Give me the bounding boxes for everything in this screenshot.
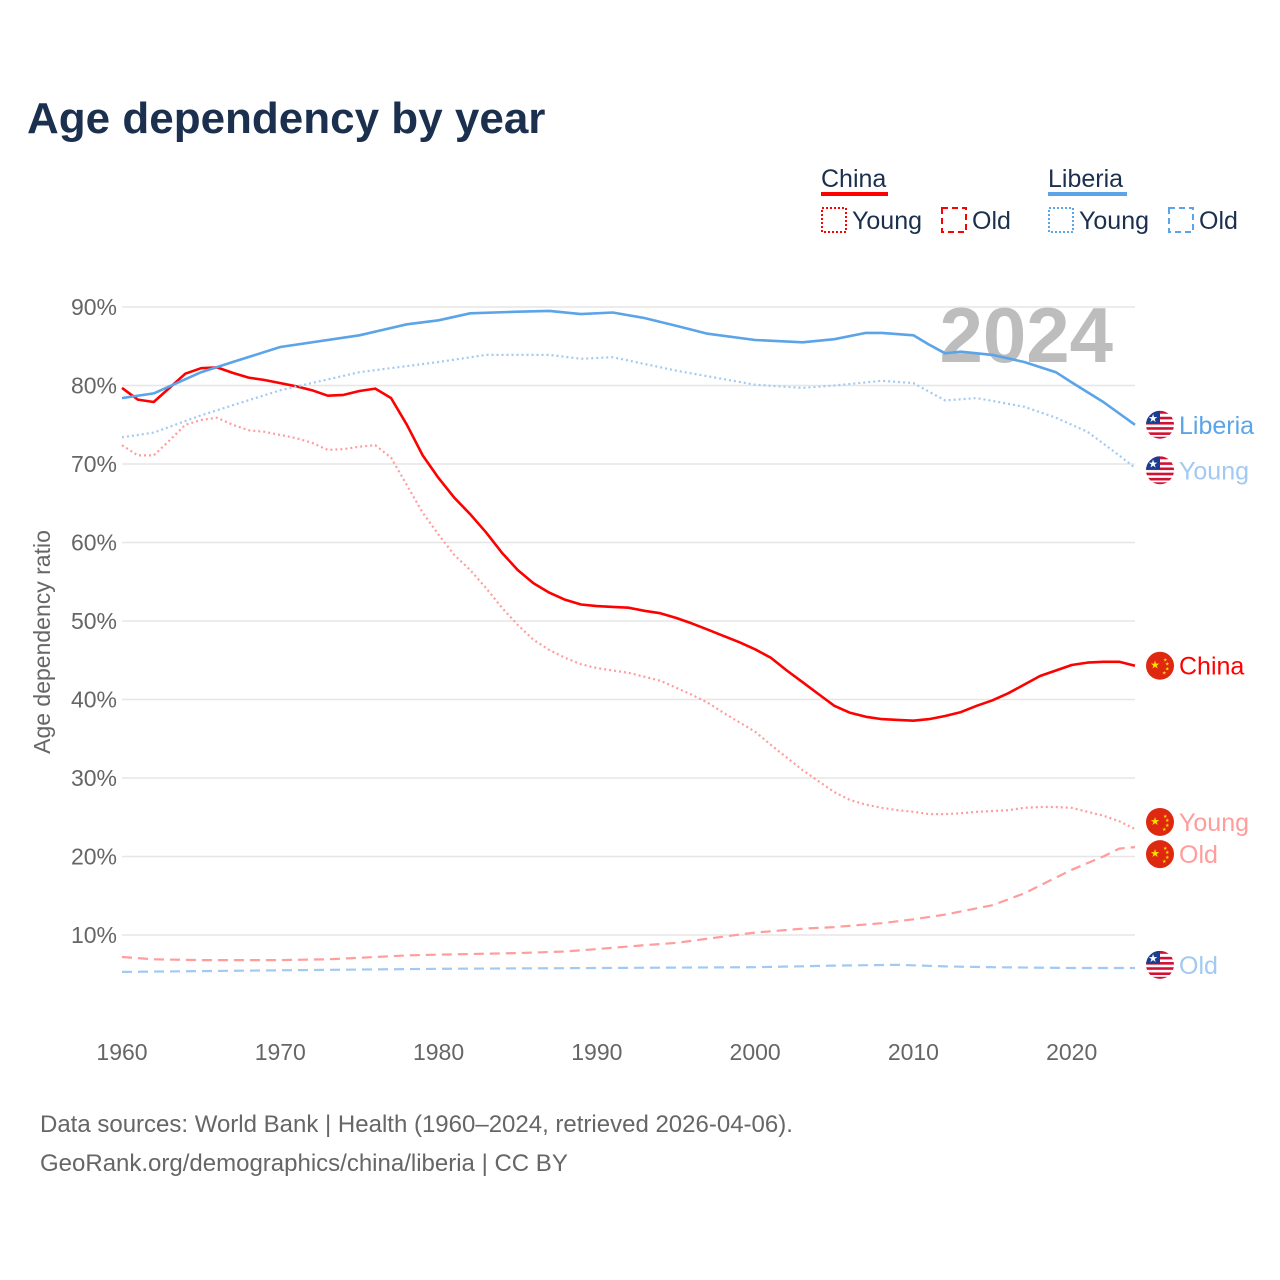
y-tick-label: 60% (71, 530, 117, 556)
china-flag-icon (1146, 840, 1174, 869)
y-tick-label: 50% (71, 608, 117, 634)
y-tick-label: 90% (71, 294, 117, 320)
y-tick-label: 30% (71, 765, 117, 791)
legend-dotted-swatch (1048, 207, 1074, 233)
end-label: Young (1179, 457, 1249, 485)
legend-china-swatch (821, 192, 888, 196)
x-tick-label: 1960 (96, 1039, 147, 1065)
end-label: Young (1179, 809, 1249, 837)
chart-title: Age dependency by year (27, 94, 545, 143)
series-line-china-old[interactable] (121, 846, 1136, 962)
series-line-liberia-old[interactable] (121, 963, 1135, 973)
legend-dashed-swatch (941, 207, 967, 233)
legend-liberia-young[interactable]: Young (1079, 207, 1149, 235)
legend-dotted-swatch (821, 207, 847, 233)
china-flag-icon (1146, 651, 1174, 680)
series-line-liberia[interactable] (121, 309, 1136, 426)
legend-liberia-swatch (1048, 192, 1127, 196)
legend-china-young[interactable]: Young (852, 207, 922, 235)
y-tick-label: 40% (71, 687, 117, 713)
liberia-flag-icon (1146, 456, 1174, 485)
end-labels: Liberia Young China Young Old Old (1146, 411, 1254, 980)
legend-china-old[interactable]: Old (972, 207, 1011, 235)
x-tick-label: 2010 (888, 1039, 939, 1065)
liberia-flag-icon (1146, 951, 1174, 980)
x-tick-label: 1990 (571, 1039, 622, 1065)
end-label: China (1179, 653, 1244, 681)
source-line-2[interactable]: GeoRank.org/demographics/china/liberia |… (40, 1150, 568, 1177)
legend-dashed-swatch (1168, 207, 1194, 233)
series-line-liberia-young[interactable] (121, 353, 1136, 469)
x-tick-label: 2020 (1046, 1039, 1097, 1065)
china-flag-icon (1146, 807, 1174, 836)
series-lines (121, 309, 1136, 973)
y-axis-label: Age dependency ratio (29, 530, 55, 754)
legend-china[interactable]: China (821, 165, 886, 193)
x-tick-label: 1970 (255, 1039, 306, 1065)
end-label: Old (1179, 841, 1218, 869)
x-axis-ticks: 1960 1970 1980 1990 2000 2010 2020 (96, 1039, 1097, 1065)
source-line-1: Data sources: World Bank | Health (1960–… (40, 1111, 793, 1138)
end-label: Liberia (1179, 412, 1254, 440)
gridlines (122, 306, 1135, 936)
x-tick-label: 2000 (730, 1039, 781, 1065)
legend: China Young Old Liberia Young Old (821, 165, 1238, 235)
year-watermark: 2024 (939, 291, 1113, 379)
legend-liberia[interactable]: Liberia (1048, 165, 1123, 193)
y-tick-label: 10% (71, 922, 117, 948)
y-axis-ticks: 10% 20% 30% 40% 50% 60% 70% 80% 90% (71, 294, 117, 948)
y-tick-label: 80% (71, 373, 117, 399)
x-tick-label: 1980 (413, 1039, 464, 1065)
series-line-china[interactable] (121, 366, 1136, 722)
end-label: Old (1179, 952, 1218, 980)
y-tick-label: 20% (71, 844, 117, 870)
legend-liberia-old[interactable]: Old (1199, 207, 1238, 235)
y-tick-label: 70% (71, 451, 117, 477)
liberia-flag-icon (1146, 411, 1174, 440)
series-line-china-young[interactable] (121, 416, 1136, 830)
